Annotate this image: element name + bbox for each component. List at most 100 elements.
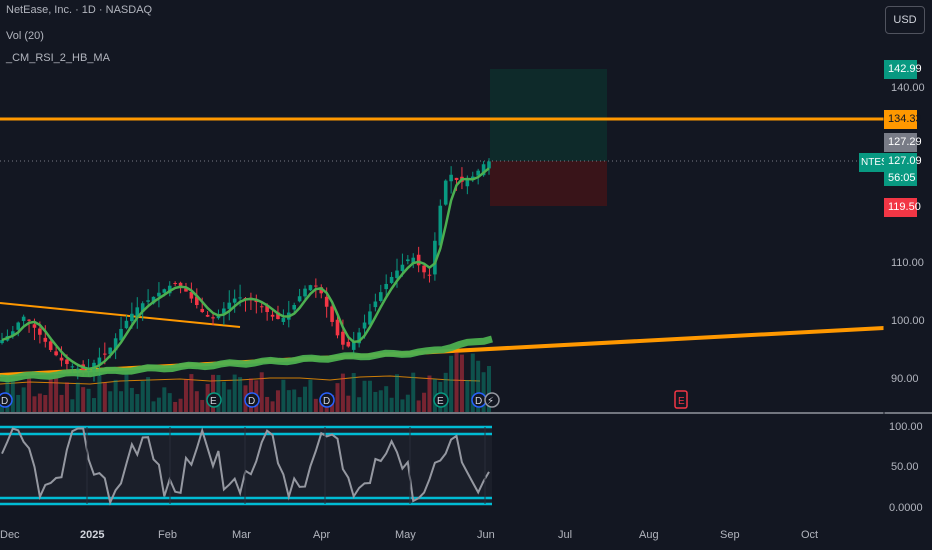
volume-bar: [232, 374, 237, 412]
dividend-marker[interactable]: D: [471, 392, 487, 408]
volume-bar: [411, 372, 416, 412]
dividend-marker[interactable]: D: [319, 392, 335, 408]
volume-bar: [48, 378, 53, 412]
candle-body: [378, 292, 383, 301]
volume-bar: [64, 382, 69, 412]
dividend-marker[interactable]: D: [0, 392, 13, 408]
volume-bar: [32, 396, 37, 412]
time-label-aug: Aug: [639, 529, 659, 541]
candle-body: [173, 283, 177, 285]
time-label-feb: Feb: [158, 529, 177, 541]
candle-body: [162, 289, 167, 293]
candle-body: [265, 305, 269, 313]
volume-bar: [43, 395, 48, 412]
volume-bar: [292, 389, 297, 412]
candle-body: [254, 300, 259, 303]
candle-body: [189, 292, 194, 299]
volume-bar: [378, 390, 383, 412]
price-ma-line: [1, 167, 490, 371]
volume-bar: [286, 390, 291, 412]
time-label-oct: Oct: [801, 529, 818, 541]
candle-body: [103, 353, 107, 355]
candle-body: [330, 306, 334, 322]
candle-body: [270, 314, 275, 317]
volume-bar: [275, 390, 280, 412]
volume-bar: [395, 374, 400, 412]
volume-bar: [70, 399, 75, 412]
candle-body: [433, 240, 437, 275]
volume-bar: [59, 394, 64, 412]
candle-body: [373, 301, 378, 308]
candle-body: [346, 341, 351, 347]
bar-countdown-tag: 56:05: [884, 170, 917, 186]
candle-body: [303, 288, 307, 297]
split-marker[interactable]: ⚡: [484, 392, 500, 408]
earnings-marker[interactable]: E: [433, 392, 449, 408]
volume-bar: [189, 374, 194, 412]
time-label-jun: Jun: [477, 529, 495, 541]
volume-bar: [351, 373, 356, 412]
candle-body: [281, 317, 286, 322]
svg-text:D: D: [323, 396, 330, 407]
future-earnings-marker[interactable]: E: [674, 390, 688, 409]
volume-bar: [146, 377, 151, 412]
dividend-marker[interactable]: D: [244, 392, 260, 408]
oscillator-axis[interactable]: 100.00 50.00 0.0000: [889, 421, 923, 514]
candle-body: [368, 311, 372, 325]
price-tick-140: 140.00: [891, 82, 925, 94]
volume-legend[interactable]: Vol (20): [6, 30, 44, 42]
candle-body: [422, 265, 426, 273]
volume-bar: [173, 401, 178, 412]
time-label-jul: Jul: [558, 529, 572, 541]
volume-bar: [340, 373, 345, 412]
osc-tick-0: 0.0000: [889, 502, 923, 514]
candle-body: [124, 320, 129, 329]
svg-text:D: D: [248, 396, 255, 407]
price-axis[interactable]: 140.00 110.00 100.00 90.00: [891, 82, 925, 385]
candle-body: [470, 176, 475, 179]
candle-body: [411, 257, 416, 264]
volume-bar: [357, 397, 362, 412]
position-stop-zone[interactable]: [490, 161, 607, 206]
volume-bar: [362, 380, 367, 412]
svg-text:E: E: [678, 396, 685, 407]
volume-bar: [481, 372, 486, 412]
volume-bar: [265, 396, 270, 412]
currency-button[interactable]: USD: [885, 6, 925, 34]
candle-body: [297, 296, 302, 302]
oscillator-background: [0, 427, 492, 504]
candle-body: [130, 313, 134, 322]
candle-body: [341, 331, 345, 345]
descending-trendline[interactable]: [0, 302, 241, 328]
svg-text:⚡: ⚡: [487, 396, 494, 407]
stop-price-tag: 119.50: [884, 198, 921, 217]
candle-body: [222, 308, 226, 314]
candle-body: [205, 314, 210, 317]
earnings-marker[interactable]: E: [206, 392, 222, 408]
event-markers[interactable]: D E D D E D ⚡ E: [0, 390, 688, 409]
candle-body: [308, 285, 313, 291]
volume-bar: [470, 353, 475, 412]
position-target-zone[interactable]: [490, 69, 607, 161]
candle-body: [21, 316, 26, 321]
volume-bar: [459, 354, 464, 412]
volume-bar: [443, 372, 448, 412]
volume-bar: [308, 379, 313, 412]
long-ma-band: [0, 335, 493, 383]
indicator-legend[interactable]: _CM_RSI_2_HB_MA: [6, 52, 110, 64]
volume-bar: [405, 394, 410, 412]
volume-bar: [97, 372, 102, 412]
volume-bar: [400, 399, 405, 412]
symbol-legend[interactable]: NetEase, Inc. · 1D · NASDAQ: [6, 4, 153, 16]
volume-bar: [373, 391, 378, 412]
candle-body: [481, 164, 486, 176]
candle-body: [59, 357, 64, 361]
time-label-mar: Mar: [232, 529, 251, 541]
volume-bar: [297, 397, 302, 412]
volume-bar: [135, 394, 140, 412]
candle-body: [54, 351, 58, 356]
volume-ma-line: [0, 375, 481, 385]
volume-bar: [416, 400, 421, 412]
time-axis[interactable]: Dec 2025 Feb Mar Apr May Jun Jul Aug Sep…: [0, 529, 818, 541]
